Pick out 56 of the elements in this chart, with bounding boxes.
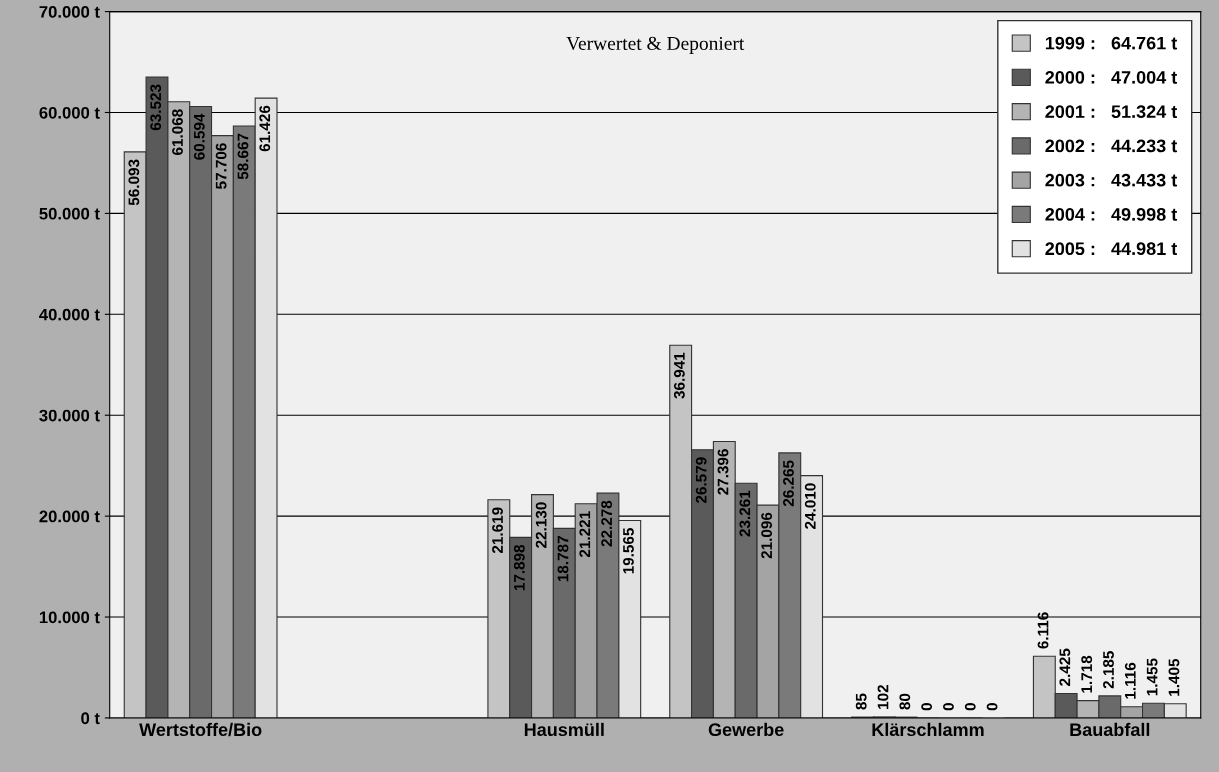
data-label: 1.405 [1168,658,1180,696]
data-label: 17.898 [513,544,525,591]
legend-label: 2005 : 44.981 t [1045,242,1178,256]
data-label: 1.455 [1146,658,1158,696]
data-label: 2.425 [1059,648,1071,686]
data-label: 2.185 [1103,651,1114,689]
data-label: 56.093 [128,159,140,206]
data-label: 63.523 [150,84,162,131]
data-label: 80 [899,693,911,710]
data-label: 6.116 [1037,612,1049,649]
data-label: 21.096 [761,512,773,559]
data-label: 57.706 [215,143,227,189]
text: Verwertet & Deponiert [566,36,745,54]
y-tick-label: 0 t [81,712,100,725]
data-label: 0 [964,703,976,711]
legend-label: 2002 : 44.233 t [1045,139,1178,153]
x-tick-label: Bauabfall [1070,722,1150,737]
data-label: 23.261 [739,490,751,537]
data-label: 24.010 [804,483,816,529]
data-label: 27.396 [717,449,729,495]
data-label: 18.787 [557,536,569,582]
legend-label: 2001 : 51.324 t [1045,105,1178,119]
y-tick-label: 30.000 t [39,409,100,422]
y-tick-label: 60.000 t [39,106,100,119]
data-label: 60.594 [193,113,205,160]
y-tick-label: 20.000 t [39,510,100,523]
data-label: 22.130 [535,502,547,548]
data-label: 0 [921,703,933,711]
data-label: 1.718 [1081,655,1093,693]
data-label: 26.265 [783,460,794,507]
data-label: 26.579 [695,457,707,504]
legend-label: 1999 : 64.761 t [1045,36,1178,50]
legend-label: 2000 : 47.004 t [1045,70,1178,84]
data-label: 36.941 [673,352,685,399]
data-label: 1.116 [1124,662,1136,699]
data-label: 102 [877,684,889,709]
data-label: 0 [986,703,998,711]
data-label: 61.068 [172,109,183,155]
x-tick-label: Hausmüll [524,722,604,737]
legend-label: 2004 : 49.998 t [1045,208,1178,221]
data-label: 61.426 [259,105,271,152]
y-tick-label: 70.000 t [39,5,100,18]
y-tick-label: 10.000 t [39,611,100,624]
data-label: 21.221 [579,511,591,558]
data-label: 22.278 [601,500,613,547]
x-tick-label: Klärschlamm [872,722,984,737]
y-tick-label: 50.000 t [39,207,100,220]
data-label: 0 [943,703,954,711]
data-label: 58.667 [237,133,249,180]
x-tick-label: Wertstoffe/Bio [139,722,262,737]
data-label: 19.565 [623,528,634,574]
legend-label: 2003 : 43.433 t [1045,173,1178,187]
y-tick-label: 40.000 t [39,308,100,321]
data-label: 21.619 [492,507,503,554]
data-label: 85 [855,693,867,710]
x-tick-label: Gewerbe [708,722,784,737]
